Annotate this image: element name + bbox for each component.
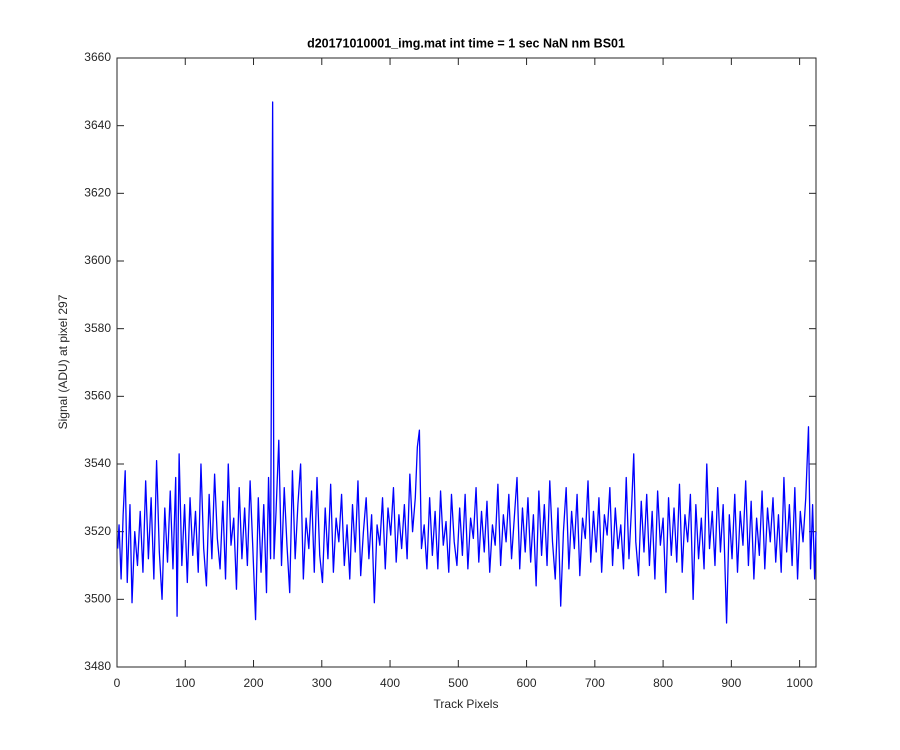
x-tick-label: 100 — [175, 676, 195, 690]
x-tick-label: 800 — [653, 676, 673, 690]
y-tick-label: 3540 — [84, 456, 111, 470]
y-tick-label: 3600 — [84, 253, 111, 267]
y-tick-label: 3580 — [84, 321, 111, 335]
x-tick-label: 200 — [244, 676, 264, 690]
x-tick-label: 300 — [312, 676, 332, 690]
y-tick-label: 3480 — [84, 659, 111, 673]
x-tick-label: 900 — [721, 676, 741, 690]
x-axis-label: Track Pixels — [434, 697, 499, 711]
y-tick-label: 3520 — [84, 524, 111, 538]
x-tick-label: 1000 — [786, 676, 813, 690]
y-tick-label: 3620 — [84, 186, 111, 200]
y-axis-label: Signal (ADU) at pixel 297 — [56, 294, 70, 429]
y-tick-label: 3560 — [84, 389, 111, 403]
y-tick-label: 3660 — [84, 50, 111, 64]
x-tick-label: 400 — [380, 676, 400, 690]
plot-area — [116, 57, 817, 668]
x-tick-label: 0 — [114, 676, 121, 690]
chart-title: d20171010001_img.mat int time = 1 sec Na… — [307, 36, 625, 50]
y-tick-label: 3500 — [84, 592, 111, 606]
x-tick-label: 500 — [448, 676, 468, 690]
x-tick-label: 600 — [517, 676, 537, 690]
signal-line — [117, 101, 817, 624]
x-tick-label: 700 — [585, 676, 605, 690]
y-tick-label: 3640 — [84, 118, 111, 132]
